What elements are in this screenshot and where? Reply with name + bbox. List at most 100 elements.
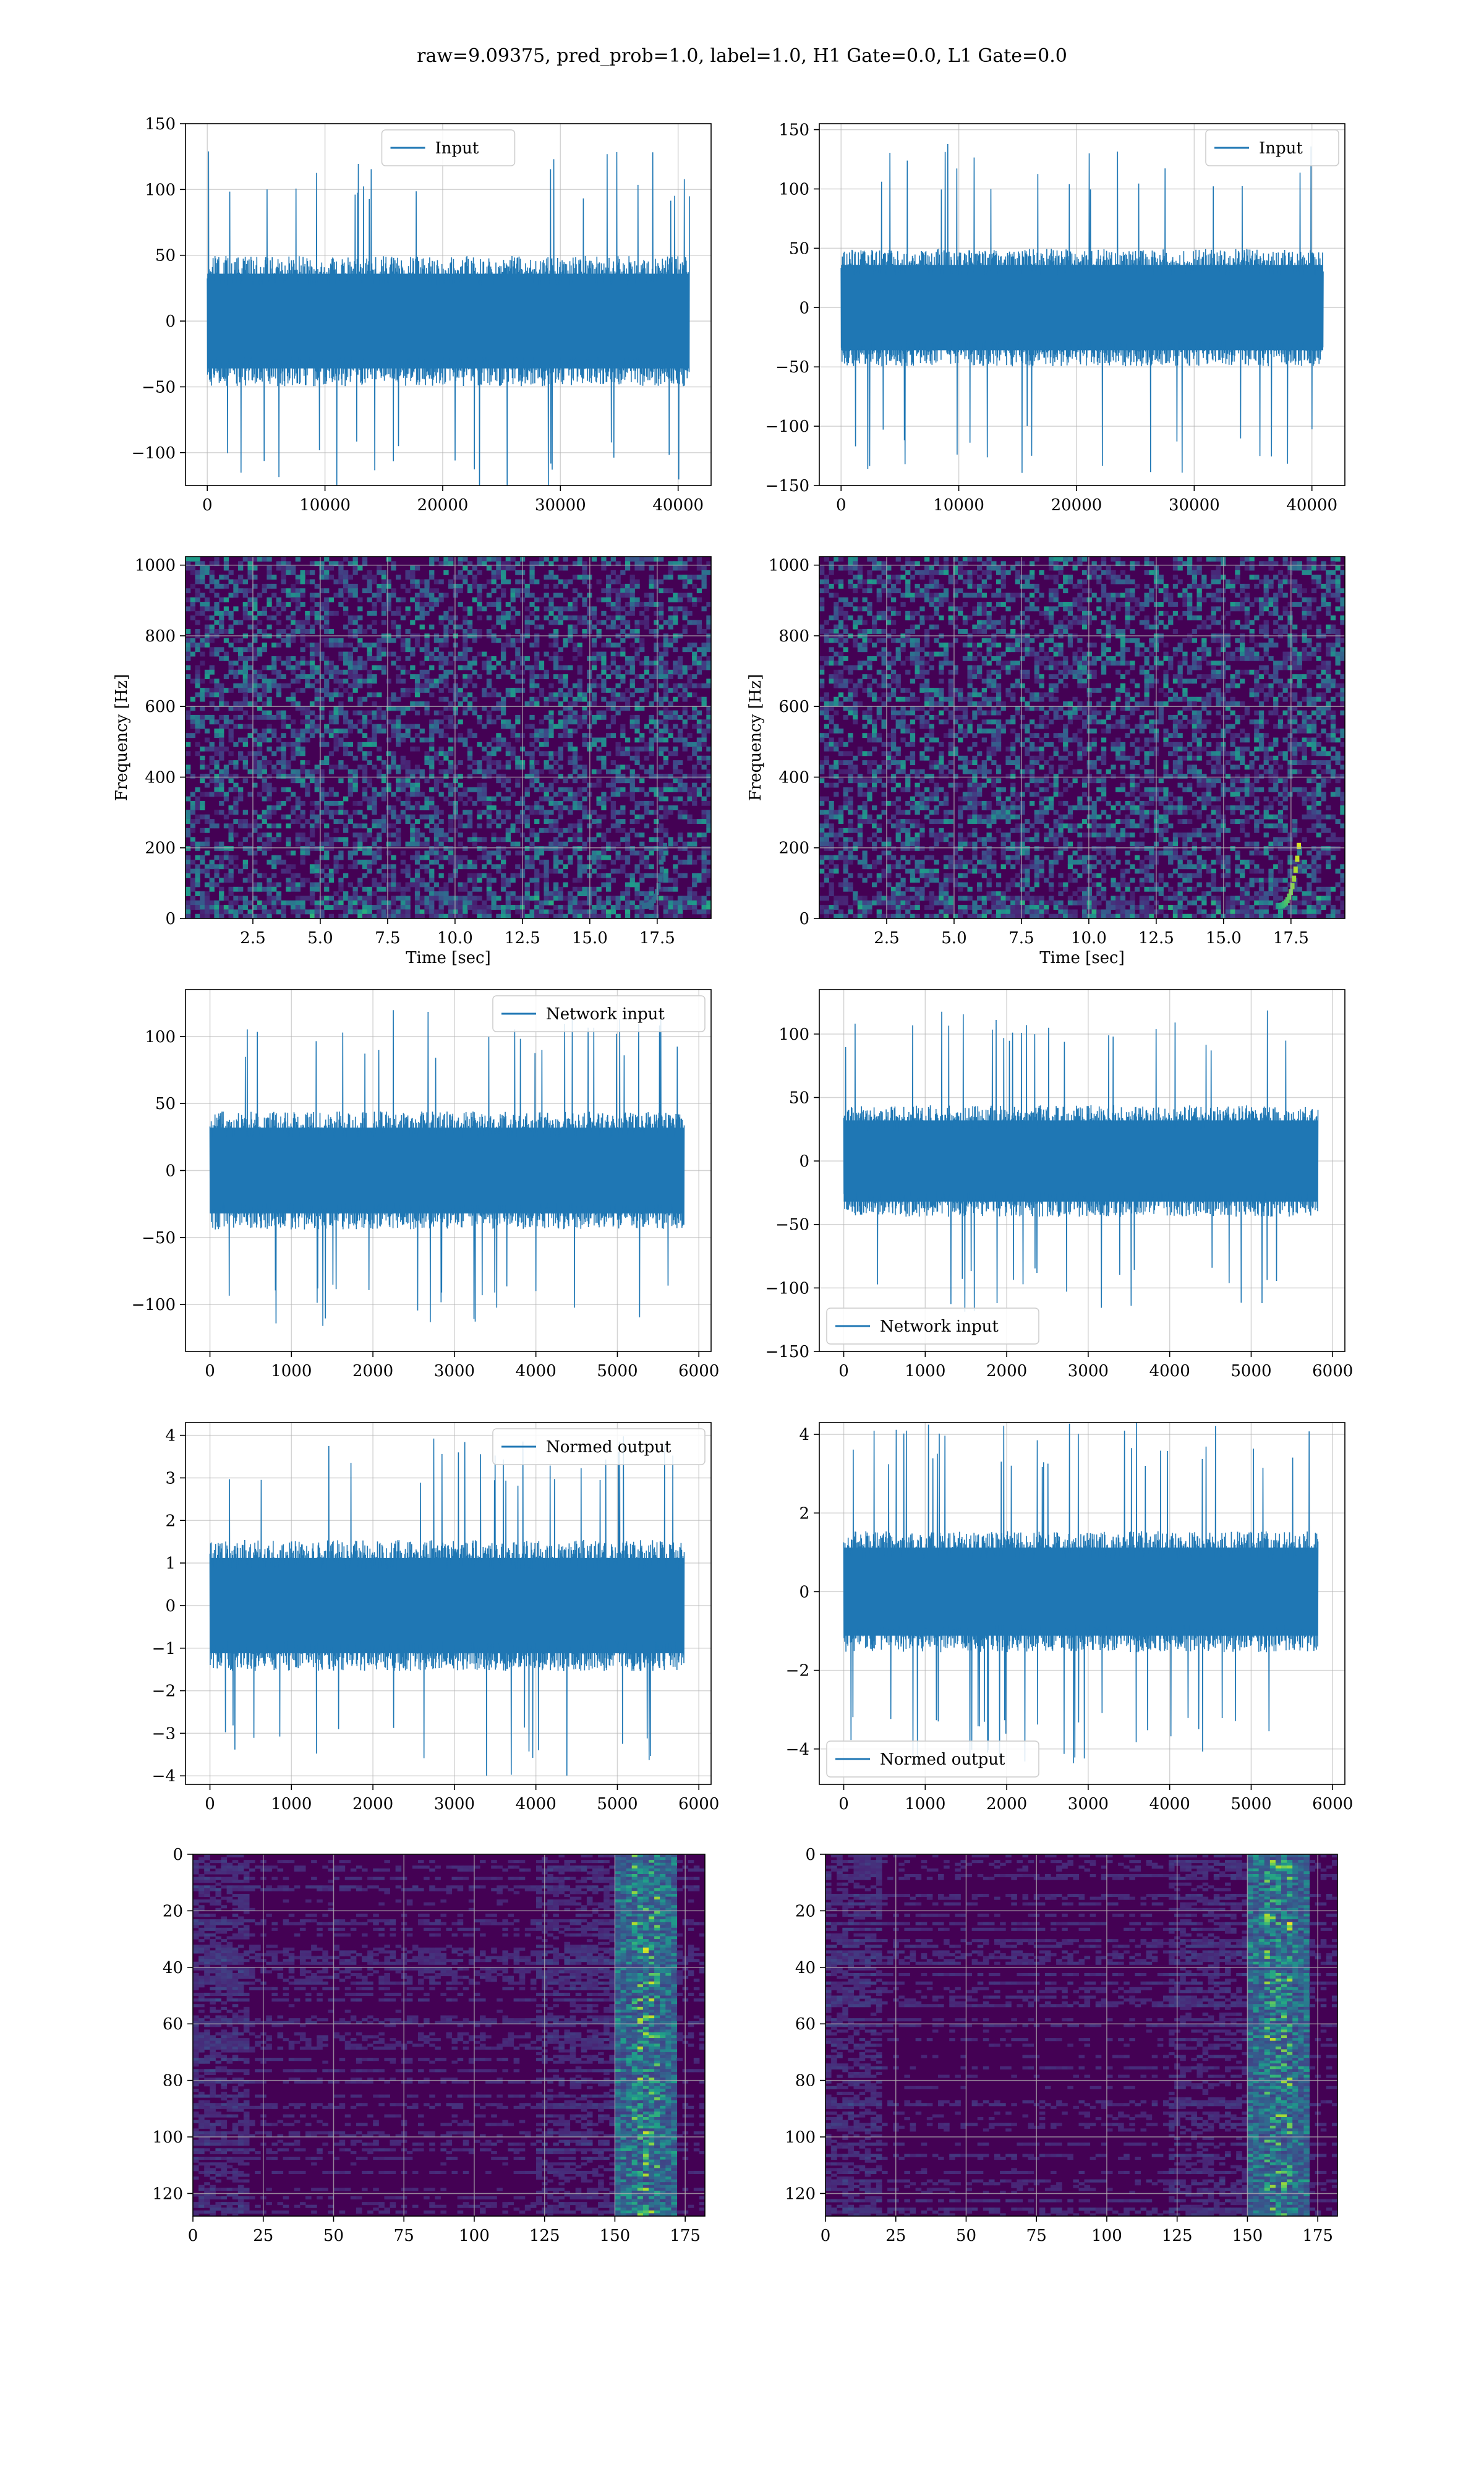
h1-normed-output-ytick-label: −4 <box>152 1767 176 1786</box>
l1-normed-output-ytick-label: 0 <box>799 1583 809 1601</box>
l1-network-input-ytick-label: 100 <box>778 1025 809 1044</box>
l1-spectrogram-image <box>819 557 1345 918</box>
h1-spectrogram-ytick-label: 400 <box>145 768 176 787</box>
h1-input-xtick-label: 30000 <box>535 496 586 515</box>
h1-normed-output-ytick-label: 4 <box>165 1427 176 1445</box>
panel-h1-normed-output: Normed output 0 1000 2000 3000 4000 5000 6000 −4… <box>152 1422 719 1813</box>
h1-input-series-line <box>207 151 690 486</box>
h1-input-xtick-label: 0 <box>202 496 213 515</box>
h1-spectrogram-ytick-label: 800 <box>145 627 176 646</box>
l1-input-xtick-label: 40000 <box>1286 496 1337 515</box>
h1-input-ytick-label: −100 <box>132 444 176 463</box>
h1-network-input-xtick-label: 3000 <box>434 1362 475 1380</box>
l1-spectrogram-ytick-label: 400 <box>778 768 809 787</box>
h1-spectrogram-xtick-label: 15.0 <box>572 929 608 948</box>
l1-spectrogram-xtick-label: 10.0 <box>1071 929 1107 948</box>
h1-input-legend-label: Input <box>435 139 479 158</box>
h1-spectrogram-xlabel: Time [sec] <box>406 949 491 967</box>
l1-network-input-ytick-label: 0 <box>799 1152 809 1171</box>
l1-network-input-xtick-label: 6000 <box>1312 1362 1353 1380</box>
l1-input-ytick-label: 50 <box>789 239 809 258</box>
l1-input-xtick-label: 10000 <box>933 496 984 515</box>
l1-spectrogram-xtick-label: 15.0 <box>1206 929 1242 948</box>
h1-feature-map-ytick-label: 100 <box>152 2128 183 2147</box>
h1-normed-output-ytick-label: 1 <box>165 1554 176 1573</box>
panel-h1-spectrogram: 2.5 5.0 7.5 10.0 12.5 15.0 17.5 0 200 400 600 800 10… <box>113 556 712 967</box>
l1-normed-output-xtick-label: 2000 <box>986 1795 1027 1813</box>
l1-feature-map-xtick-label: 25 <box>885 2227 906 2245</box>
l1-feature-map-ytick-label: 100 <box>785 2128 816 2147</box>
l1-input-ytick-label: 0 <box>799 299 809 317</box>
h1-normed-output-xtick-label: 6000 <box>678 1795 719 1813</box>
l1-normed-output-ytick-label: −4 <box>786 1740 809 1759</box>
h1-feature-map-ytick-label: 60 <box>163 2015 183 2034</box>
h1-input-xtick-label: 40000 <box>652 496 704 515</box>
h1-spectrogram-image <box>186 557 711 918</box>
h1-feature-map-xtick-label: 100 <box>459 2227 490 2245</box>
h1-spectrogram-xtick-label: 5.0 <box>307 929 333 948</box>
l1-network-input-ytick-label: −50 <box>775 1216 809 1235</box>
h1-network-input-xtick-label: 6000 <box>678 1362 719 1380</box>
h1-network-input-xtick-label: 5000 <box>597 1362 638 1380</box>
l1-feature-map-image <box>825 1854 1337 2216</box>
l1-network-input-ytick-label: 50 <box>789 1089 809 1107</box>
l1-spectrogram-frame <box>819 556 1345 919</box>
h1-spectrogram-xtick-label: 17.5 <box>639 929 675 948</box>
h1-spectrogram-frame <box>185 556 712 919</box>
l1-normed-output-xtick-label: 1000 <box>905 1795 945 1813</box>
l1-feature-map-xtick-label: 50 <box>956 2227 976 2245</box>
h1-feature-map-xtick-label: 25 <box>253 2227 273 2245</box>
l1-feature-map-ytick-label: 120 <box>785 2185 816 2203</box>
l1-network-input-xtick-label: 5000 <box>1230 1362 1271 1380</box>
l1-network-input-ytick-label: −150 <box>765 1343 809 1361</box>
h1-feature-map-image <box>193 1854 705 2216</box>
l1-spectrogram-ytick-label: 1000 <box>769 557 809 575</box>
l1-feature-map-xtick-label: 75 <box>1026 2227 1047 2245</box>
h1-input-frame <box>185 123 712 486</box>
h1-network-input-ytick-label: −100 <box>132 1296 176 1314</box>
l1-spectrogram-xtick-label: 5.0 <box>941 929 966 948</box>
l1-normed-output-xtick-label: 0 <box>838 1795 849 1813</box>
h1-network-input-xtick-label: 1000 <box>271 1362 312 1380</box>
h1-feature-map-xtick-label: 175 <box>670 2227 701 2245</box>
h1-normed-output-ytick-label: −1 <box>152 1640 176 1658</box>
h1-spectrogram-ytick-label: 0 <box>165 910 176 928</box>
l1-normed-output-xtick-label: 3000 <box>1068 1795 1109 1813</box>
l1-network-input-legend: Network input <box>826 1308 1039 1345</box>
l1-feature-map-xtick-label: 150 <box>1232 2227 1263 2245</box>
l1-feature-map-frame <box>825 1854 1338 2217</box>
h1-network-input-series-line <box>209 1010 685 1326</box>
h1-input-xtick-label: 20000 <box>417 496 469 515</box>
l1-normed-output-ytick-label: −2 <box>786 1662 809 1680</box>
h1-input-xtick-label: 10000 <box>299 496 351 515</box>
l1-spectrogram-ylabel: Frequency [Hz] <box>746 674 765 802</box>
h1-spectrogram-xtick-label: 12.5 <box>505 929 540 948</box>
h1-feature-map-ytick-label: 80 <box>163 2072 183 2091</box>
l1-network-input-ytick-label: −100 <box>765 1279 809 1298</box>
h1-normed-output-ytick-label: −3 <box>152 1724 176 1743</box>
l1-input-ytick-label: 150 <box>778 121 809 140</box>
h1-network-input-ytick-label: −50 <box>142 1229 176 1248</box>
l1-normed-output-series-line <box>843 1423 1319 1765</box>
l1-spectrogram-xlabel: Time [sec] <box>1039 949 1125 967</box>
panel-l1-feature-map: 0 25 50 75 100 125 150 175 0 20 40 60 80 100 120 <box>785 1846 1338 2245</box>
h1-normed-output-xtick-label: 4000 <box>516 1795 556 1813</box>
h1-normed-output-xtick-label: 0 <box>205 1795 215 1813</box>
l1-spectrogram-xtick-label: 2.5 <box>874 929 899 948</box>
panel-l1-normed-output: Normed output 0 1000 2000 3000 4000 5000 6000 −4… <box>786 1422 1353 1813</box>
l1-feature-map-ytick-label: 0 <box>805 1846 816 1864</box>
h1-normed-output-ytick-label: −2 <box>152 1682 176 1701</box>
l1-spectrogram-xtick-label: 7.5 <box>1009 929 1034 948</box>
l1-feature-map-xtick-label: 175 <box>1302 2227 1333 2245</box>
h1-normed-output-xtick-label: 5000 <box>597 1795 638 1813</box>
l1-spectrogram-ytick-label: 200 <box>778 839 809 858</box>
h1-normed-output-series-line <box>209 1436 685 1776</box>
h1-spectrogram-ytick-label: 1000 <box>135 557 176 575</box>
h1-normed-output-ytick-label: 2 <box>165 1512 176 1530</box>
h1-feature-map-xtick-label: 125 <box>529 2227 560 2245</box>
l1-spectrogram-xtick-label: 17.5 <box>1273 929 1309 948</box>
h1-spectrogram-ytick-label: 600 <box>145 698 176 716</box>
l1-feature-map-grid <box>825 1854 1337 2216</box>
